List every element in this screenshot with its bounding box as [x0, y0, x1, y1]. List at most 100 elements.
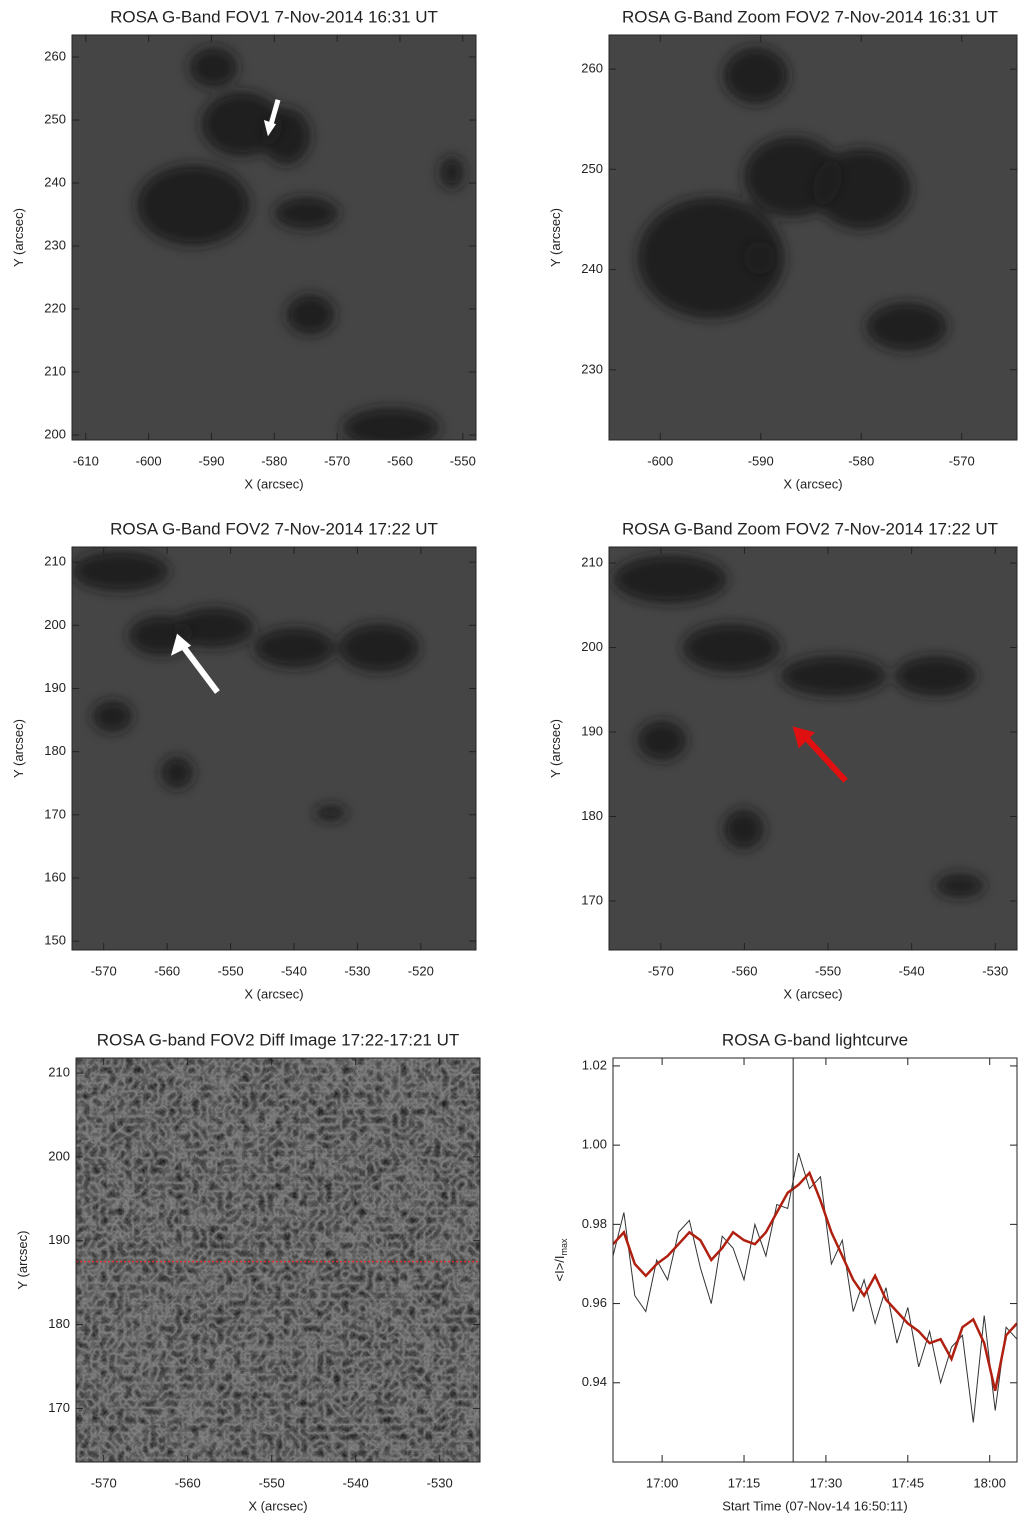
frame [612, 1057, 1018, 1463]
sunspot [92, 700, 133, 733]
y-tick-label: 220 [44, 300, 66, 315]
arrow [802, 734, 848, 783]
sunspot [274, 197, 339, 230]
sunspot [286, 294, 335, 335]
x-tick-label: -530 [344, 963, 370, 978]
sunspot [723, 808, 765, 850]
arrow [178, 641, 220, 694]
y-tick-label: 150 [44, 933, 66, 948]
y-axis-label-sub: max [559, 1238, 569, 1256]
sunspots [72, 551, 420, 822]
sunspot [338, 623, 420, 672]
sunspot [136, 164, 250, 246]
sunspot [637, 197, 785, 319]
x-tick-label: -560 [731, 963, 757, 978]
x-tick-label: -530 [427, 1475, 453, 1490]
arrow-head [170, 633, 192, 656]
y-tick-label: 0.96 [582, 1295, 607, 1310]
x-tick-label: -600 [136, 453, 162, 468]
plot-area [613, 1058, 1017, 1462]
y-axis-label-text: Y (arcsec) [11, 719, 26, 778]
x-tick-label: -580 [848, 453, 874, 468]
image-texture [76, 1058, 480, 1462]
y-axis-label-text: Y (arcsec) [548, 719, 563, 778]
panel-title: ROSA G-band lightcurve [722, 1030, 908, 1049]
x-tick-label: -550 [450, 453, 476, 468]
y-tick-label: 0.94 [582, 1374, 607, 1389]
x-axis-label: Start Time (07-Nov-14 16:50:11) [722, 1498, 907, 1513]
x-tick-label: -540 [899, 963, 925, 978]
y-tick-label: 190 [44, 680, 66, 695]
x-tick-label: -570 [648, 963, 674, 978]
y-tick-label: 250 [44, 111, 66, 126]
y-axis-label: Y (arcsec) [11, 719, 26, 778]
y-tick-label: 260 [581, 61, 603, 76]
y-tick-label: 170 [48, 1400, 70, 1415]
x-axis-label: X (arcsec) [244, 986, 303, 1001]
panel: -570 -560 -550 -540 -530 170 180 190 200 210 ROSA … [15, 1030, 481, 1513]
frame [608, 34, 1018, 441]
x-tick-label: -530 [982, 963, 1008, 978]
sunspot [201, 91, 283, 157]
x-tick-label: 17:00 [646, 1475, 679, 1490]
sunspot [314, 804, 347, 822]
sunspot [813, 148, 911, 230]
sunspot [637, 720, 687, 761]
image-area [76, 1058, 480, 1462]
x-tick-label: -550 [218, 963, 244, 978]
y-tick-label: 180 [44, 743, 66, 758]
x-axis-label: X (arcsec) [783, 476, 842, 491]
panel: -570 -560 -550 -540 -530 -520 150 160 170 180 190 2… [11, 519, 477, 1001]
x-tick-label: 18:00 [973, 1475, 1006, 1490]
x-tick-label: -590 [748, 453, 774, 468]
panel-title: ROSA G-Band FOV2 7-Nov-2014 17:22 UT [110, 519, 438, 538]
image-area [609, 35, 1017, 440]
y-tick-label: 180 [581, 808, 603, 823]
y-tick-label: 190 [48, 1232, 70, 1247]
y-tick-label: 1.02 [582, 1057, 607, 1072]
panel: -570 -560 -550 -540 -530 170 180 190 200 210 ROSA … [548, 519, 1018, 1001]
y-tick-label: 200 [44, 617, 66, 632]
x-tick-label: -540 [343, 1475, 369, 1490]
y-axis-label: Y (arcsec) [548, 719, 563, 778]
y-tick-label: 200 [48, 1148, 70, 1163]
x-tick-label: -610 [73, 453, 99, 468]
y-tick-label: 170 [44, 806, 66, 821]
sunspot [613, 555, 728, 604]
y-tick-label: 180 [48, 1316, 70, 1331]
sunspot [743, 241, 777, 274]
y-tick-label: 230 [44, 237, 66, 252]
y-tick-label: 240 [44, 174, 66, 189]
y-axis-label: Y (arcsec) [15, 1231, 30, 1290]
sunspot [342, 407, 440, 440]
x-tick-label: -550 [815, 963, 841, 978]
y-tick-label: 250 [581, 161, 603, 176]
y-axis-label: <I>/Imax [552, 1238, 569, 1282]
y-axis-label-text: Y (arcsec) [11, 208, 26, 267]
y-axis-label-text: Y (arcsec) [548, 208, 563, 267]
x-tick-label: -600 [647, 453, 673, 468]
panel-title: ROSA G-Band Zoom FOV2 7-Nov-2014 16:31 U… [622, 7, 998, 26]
sunspot [439, 156, 464, 189]
y-axis-label-text: <I>/I [552, 1255, 567, 1281]
y-tick-label: 210 [44, 554, 66, 569]
frame [71, 546, 477, 951]
image-area [72, 547, 476, 950]
image-area [72, 35, 476, 440]
y-tick-label: 1.00 [582, 1137, 607, 1152]
arrow-head [263, 120, 277, 137]
frame [608, 546, 1018, 951]
panel: -600 -590 -580 -570 230 240 250 260 ROSA G-Band … [548, 7, 1018, 491]
sunspot [72, 551, 169, 592]
y-tick-label: 240 [581, 261, 603, 276]
y-tick-label: 210 [48, 1065, 70, 1080]
x-tick-label: -570 [324, 453, 350, 468]
x-tick-label: -520 [408, 963, 434, 978]
sunspot [261, 107, 311, 165]
image-texture [72, 35, 476, 440]
x-tick-label: -560 [175, 1475, 201, 1490]
panel: -610 -600 -590 -580 -570 -560 -550 200 210 220 230… [11, 7, 477, 491]
x-tick-label: 17:15 [728, 1475, 761, 1490]
y-axis-label: Y (arcsec) [11, 208, 26, 267]
